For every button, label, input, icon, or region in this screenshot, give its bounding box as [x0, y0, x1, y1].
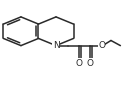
Text: O: O [76, 59, 83, 68]
Text: N: N [53, 41, 59, 50]
Text: O: O [98, 41, 105, 50]
Text: O: O [87, 59, 94, 68]
